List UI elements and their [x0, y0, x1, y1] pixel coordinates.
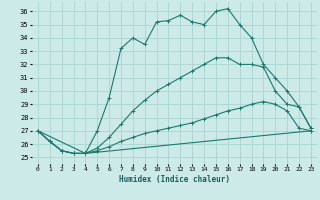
- X-axis label: Humidex (Indice chaleur): Humidex (Indice chaleur): [119, 175, 230, 184]
